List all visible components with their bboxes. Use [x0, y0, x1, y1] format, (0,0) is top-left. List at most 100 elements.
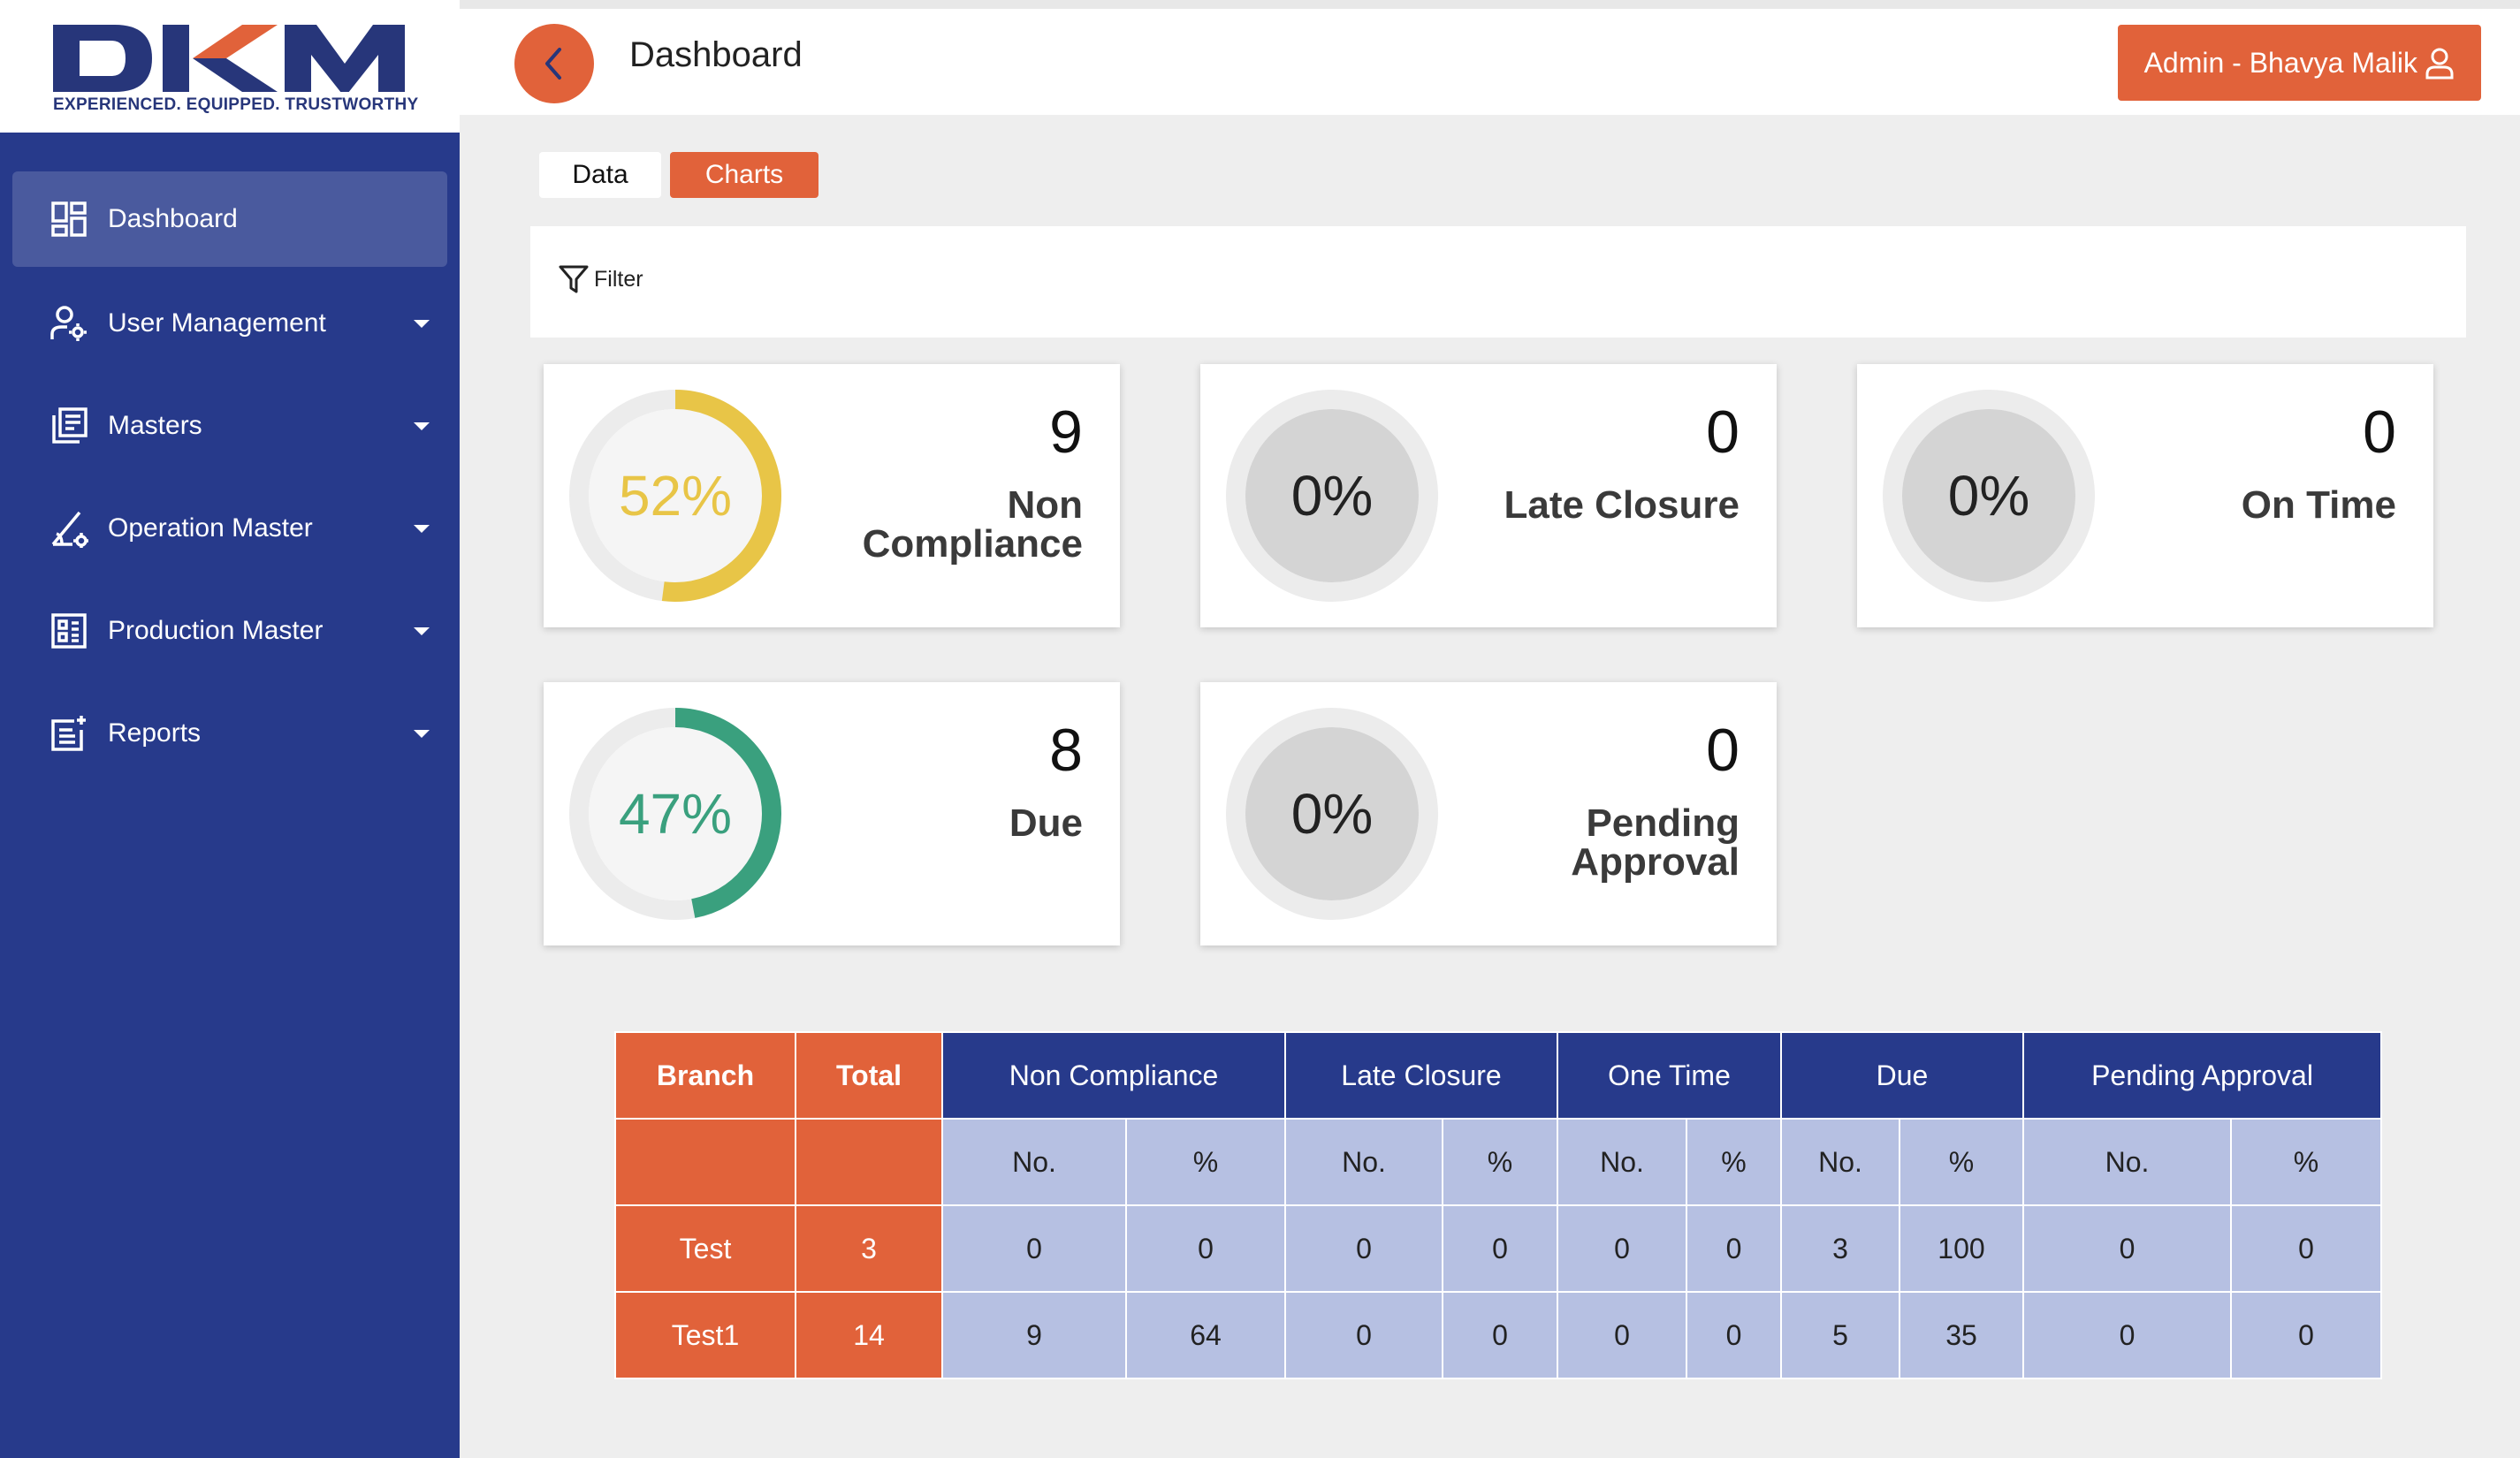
cell-total: 3	[795, 1204, 943, 1293]
sidebar-item-user-management[interactable]: User Management	[12, 276, 447, 371]
subheader-pct: %	[2230, 1118, 2382, 1206]
cell-pa-pct: 0	[2230, 1204, 2382, 1293]
card-label: Non Compliance	[862, 483, 1083, 566]
subheader-no: No.	[941, 1118, 1127, 1206]
subheader-blank	[795, 1118, 943, 1206]
sidebar-item-masters[interactable]: Masters	[12, 378, 447, 474]
progress-ring	[569, 390, 781, 602]
header-late-closure: Late Closure	[1284, 1031, 1558, 1120]
card-percent: 47%	[618, 782, 733, 846]
sidebar-item-label: User Management	[108, 308, 326, 338]
back-button[interactable]	[514, 24, 594, 103]
card-pending-approval: 0% 0 Pending Approval	[1200, 682, 1777, 945]
cell-pa-no: 0	[2022, 1204, 2232, 1293]
cell-ot-no: 0	[1557, 1204, 1687, 1293]
ring-track	[1226, 708, 1438, 920]
card-label: Pending Approval	[1571, 801, 1740, 884]
card-count: 0	[1706, 717, 1740, 784]
table-row: Test 3 0 0 0 0 0 0 3 100 0 0	[614, 1204, 2382, 1293]
cell-nc-pct: 0	[1125, 1204, 1286, 1293]
ring-progress-arc	[569, 708, 781, 920]
card-percent: 0%	[1290, 464, 1374, 528]
filter-icon	[559, 265, 589, 293]
subheader-pct: %	[1899, 1118, 2024, 1206]
ring-center	[589, 727, 762, 900]
chevron-down-icon	[414, 320, 430, 328]
operation-icon	[51, 511, 88, 548]
tab-data[interactable]: Data	[539, 152, 661, 198]
sidebar-item-label: Masters	[108, 411, 202, 440]
card-count: 0	[1706, 399, 1740, 466]
cell-ot-pct: 0	[1686, 1204, 1782, 1293]
progress-ring	[1883, 390, 2095, 602]
card-count: 9	[1049, 399, 1083, 466]
subheader-no: No.	[1284, 1118, 1443, 1206]
filter-label: Filter	[594, 266, 643, 292]
user-menu-button[interactable]: Admin - Bhavya Malik	[2117, 25, 2481, 101]
cell-ot-no: 0	[1557, 1291, 1687, 1379]
user-menu-label: Admin - Bhavya Malik	[2143, 47, 2417, 79]
header-due: Due	[1780, 1031, 2024, 1120]
dkm-logo-icon	[53, 25, 405, 92]
header-non-compliance: Non Compliance	[941, 1031, 1286, 1120]
progress-ring	[1226, 390, 1438, 602]
card-percent: 0%	[1947, 464, 2030, 528]
production-icon	[51, 613, 87, 649]
sidebar-item-label: Production Master	[108, 616, 324, 645]
card-non-compliance: 52% 9 Non Compliance	[544, 364, 1120, 627]
ring-center	[589, 409, 762, 582]
ring-center	[1245, 727, 1419, 900]
reports-icon	[51, 716, 86, 751]
table-subheader-row: No. % No. % No. % No. % No. %	[614, 1118, 2382, 1206]
ring-center	[1245, 409, 1419, 582]
chevron-left-icon	[545, 48, 561, 80]
chevron-down-icon	[414, 525, 430, 533]
cell-lc-pct: 0	[1442, 1291, 1558, 1379]
document-stack-icon	[52, 407, 88, 444]
subheader-pct: %	[1686, 1118, 1782, 1206]
header-total: Total	[795, 1031, 943, 1120]
header-pending-approval: Pending Approval	[2022, 1031, 2382, 1120]
subheader-pct: %	[1125, 1118, 1286, 1206]
tab-charts[interactable]: Charts	[670, 152, 818, 198]
ring-progress-arc	[569, 390, 781, 602]
sidebar-item-dashboard[interactable]: Dashboard	[12, 171, 447, 267]
sidebar-item-label: Operation Master	[108, 513, 313, 543]
logo[interactable]: EXPERIENCED. EQUIPPED. TRUSTWORTHY	[0, 0, 460, 133]
cell-due-pct: 35	[1899, 1291, 2024, 1379]
cell-due-pct: 100	[1899, 1204, 2024, 1293]
subheader-no: No.	[2022, 1118, 2232, 1206]
table-row: Test1 14 9 64 0 0 0 0 5 35 0 0	[614, 1291, 2382, 1379]
card-count: 0	[2363, 399, 2396, 466]
progress-ring	[1226, 708, 1438, 920]
sidebar-item-operation-master[interactable]: Operation Master	[12, 481, 447, 576]
card-due: 47% 8 Due	[544, 682, 1120, 945]
cell-branch: Test1	[614, 1291, 796, 1379]
ring-track	[1883, 390, 2095, 602]
card-on-time: 0% 0 On Time	[1857, 364, 2433, 627]
cell-ot-pct: 0	[1686, 1291, 1782, 1379]
ring-center	[1902, 409, 2075, 582]
cell-lc-pct: 0	[1442, 1204, 1558, 1293]
filter-button[interactable]: Filter	[559, 262, 643, 297]
cell-pa-pct: 0	[2230, 1291, 2382, 1379]
chevron-down-icon	[414, 422, 430, 430]
subheader-no: No.	[1557, 1118, 1687, 1206]
header-one-time: One Time	[1557, 1031, 1782, 1120]
card-count: 8	[1049, 717, 1083, 784]
cell-nc-no: 9	[941, 1291, 1127, 1379]
dashboard-icon	[51, 201, 87, 237]
cell-nc-no: 0	[941, 1204, 1127, 1293]
page-title: Dashboard	[629, 35, 803, 74]
sidebar-item-production-master[interactable]: Production Master	[12, 583, 447, 679]
chevron-down-icon	[414, 730, 430, 738]
card-label: Due	[1009, 801, 1083, 845]
sidebar-item-reports[interactable]: Reports	[12, 686, 447, 781]
user-icon	[2425, 48, 2454, 80]
sidebar-item-label: Reports	[108, 718, 202, 748]
cell-lc-no: 0	[1284, 1291, 1443, 1379]
cell-due-no: 5	[1780, 1291, 1900, 1379]
cell-pa-no: 0	[2022, 1291, 2232, 1379]
sidebar: EXPERIENCED. EQUIPPED. TRUSTWORTHY Dashb…	[0, 0, 460, 1458]
subheader-no: No.	[1780, 1118, 1900, 1206]
